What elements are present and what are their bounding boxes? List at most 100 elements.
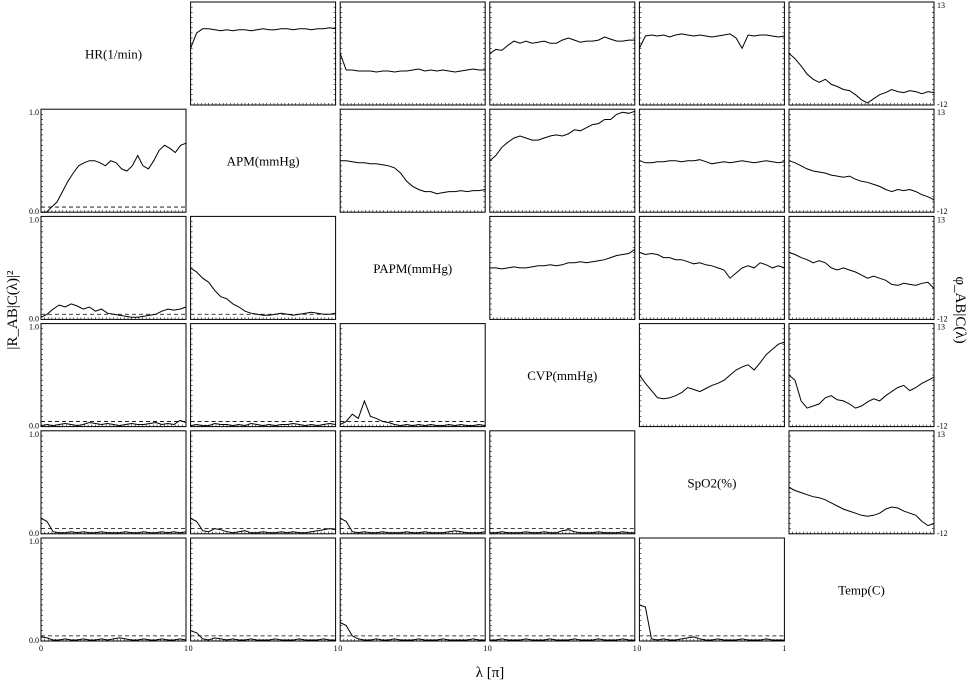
phase-line — [638, 33, 785, 50]
y-tick-label: 13 — [937, 323, 945, 332]
y-tick-label: 0.0 — [29, 207, 39, 216]
phase-panel-frame — [788, 108, 935, 213]
y-tick-label: 13 — [937, 215, 945, 224]
coherence-panel-frame — [638, 537, 785, 642]
coherence-line — [339, 517, 486, 534]
y-tick-label: 13 — [937, 430, 945, 439]
phase-panel-frame — [638, 215, 785, 320]
variable-label: SpO2(%) — [687, 475, 736, 490]
phase-line — [639, 159, 785, 165]
y-tick-label: -12 — [937, 422, 948, 431]
phase-line — [190, 27, 336, 49]
coherence-panel-frame — [40, 430, 187, 535]
phase-line — [339, 53, 486, 73]
coherence-panel-frame — [190, 430, 337, 535]
coherence-panel-frame — [40, 537, 187, 642]
coherence-panel-frame — [489, 430, 636, 535]
variable-label: CVP(mmHg) — [527, 368, 597, 383]
y-tick-label: 1.0 — [29, 108, 39, 117]
phase-panel-frame — [339, 108, 486, 213]
coherence-panel-frame — [40, 108, 187, 213]
phase-panel-frame — [638, 323, 785, 428]
y-tick-label: 1.0 — [29, 537, 39, 546]
coherence-line — [40, 636, 187, 641]
phase-line — [788, 251, 935, 289]
phase-line — [788, 53, 935, 104]
variable-label: Temp(C) — [838, 583, 885, 598]
phase-line — [489, 36, 635, 54]
coherence-line — [339, 399, 486, 427]
y-tick-label: -12 — [937, 314, 948, 323]
phase-panel-frame — [788, 215, 935, 320]
coherence-line — [40, 303, 187, 318]
phase-line — [788, 486, 935, 527]
variable-label: APM(mmHg) — [227, 154, 300, 169]
coherence-panel-frame — [190, 537, 337, 642]
phase-line — [788, 374, 935, 409]
y-tick-label: -12 — [937, 207, 948, 216]
phase-panel-frame — [638, 108, 785, 213]
phase-panel-frame — [489, 1, 636, 106]
coherence-line — [489, 529, 635, 534]
coherence-line — [190, 517, 336, 534]
coherence-line — [40, 517, 187, 534]
x-tick-label: 0 — [189, 644, 193, 653]
phase-line — [489, 248, 636, 270]
phase-panel-frame — [489, 215, 636, 320]
x-tick-label: 0 — [488, 644, 492, 653]
coherence-panel-frame — [190, 215, 337, 320]
variable-label: PAPM(mmHg) — [373, 261, 452, 276]
x-tick-label: 1 — [633, 644, 637, 653]
y-tick-label: 13 — [937, 1, 945, 10]
phase-panel-frame — [788, 323, 935, 428]
coherence-line — [41, 142, 187, 213]
phase-panel-frame — [638, 1, 785, 106]
x-tick-label: 1 — [184, 644, 188, 653]
phase-line — [788, 160, 935, 201]
phase-line — [340, 160, 486, 195]
y-tick-label: 0.0 — [29, 636, 39, 645]
y-tick-label: 1.0 — [29, 215, 39, 224]
x-tick-label: 1 — [334, 644, 338, 653]
coherence-panel-frame — [489, 537, 636, 642]
phase-panel-frame — [788, 1, 935, 106]
y-axis-title-right: φ_AB|C(λ) — [952, 276, 968, 343]
coherence-panel-frame — [339, 537, 486, 642]
y-axis-title-left: |R_AB|C(λ)|² — [5, 270, 21, 350]
phase-panel-frame — [788, 430, 935, 535]
y-tick-label: 0.0 — [29, 529, 39, 538]
y-tick-label: 13 — [937, 108, 945, 117]
coherence-line — [339, 622, 486, 641]
x-tick-label: 1 — [782, 644, 786, 653]
phase-line — [639, 251, 785, 279]
coherence-panel-frame — [190, 323, 337, 428]
phase-line — [489, 110, 635, 162]
coherence-line — [489, 638, 635, 641]
variable-label: HR(1/min) — [85, 47, 142, 62]
coherence-panel-frame — [40, 215, 187, 320]
x-tick-label: 0 — [39, 644, 43, 653]
y-tick-label: 0.0 — [29, 422, 39, 431]
y-tick-label: -12 — [937, 100, 948, 109]
x-tick-label: 1 — [483, 644, 487, 653]
y-tick-label: 0.0 — [29, 314, 39, 323]
coherence-panel-frame — [40, 323, 187, 428]
phase-panel-frame — [489, 108, 636, 213]
coherence-line — [190, 267, 336, 316]
coherence-line — [639, 604, 785, 641]
y-tick-label: -12 — [937, 529, 948, 538]
phase-panel-frame — [339, 1, 486, 106]
coherence-panel-frame — [339, 323, 486, 428]
coherence-line — [190, 422, 336, 427]
x-tick-label: 0 — [338, 644, 342, 653]
coherence-line — [190, 630, 336, 641]
x-tick-label: 0 — [637, 644, 641, 653]
phase-panel-frame — [190, 1, 337, 106]
x-axis-title: λ [π] — [476, 665, 505, 681]
coherence-panel-frame — [339, 430, 486, 535]
coherence-line — [40, 419, 187, 427]
y-tick-label: 1.0 — [29, 323, 39, 332]
phase-line — [638, 341, 785, 400]
y-tick-label: 1.0 — [29, 430, 39, 439]
